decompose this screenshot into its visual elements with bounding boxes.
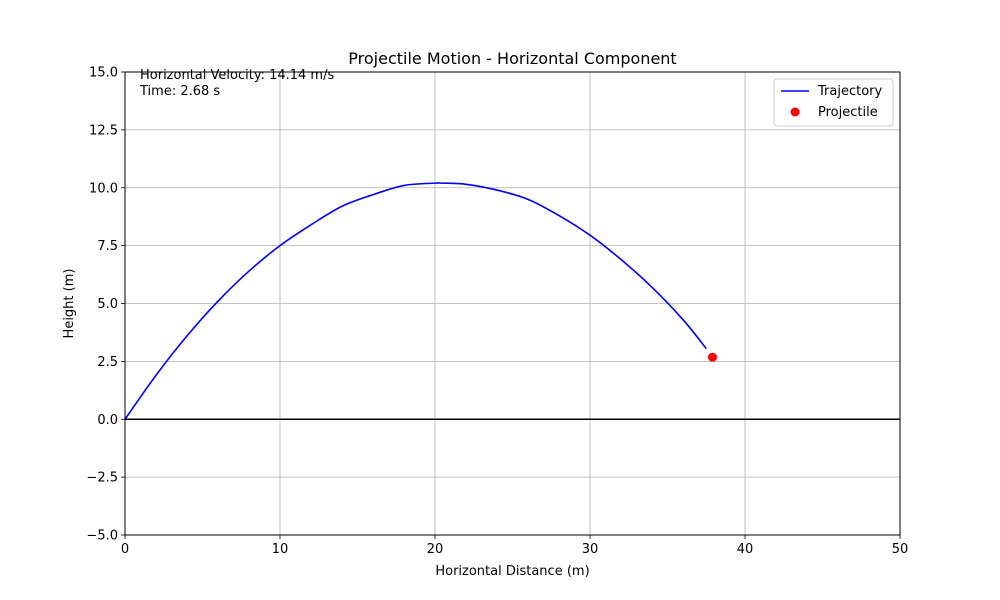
- velocity-annotation: Horizontal Velocity: 14.14 m/s: [140, 68, 334, 83]
- y-tick-label: 12.5: [89, 123, 118, 138]
- y-tick-label: 15.0: [89, 66, 118, 81]
- y-tick-label: 0.0: [97, 413, 118, 428]
- x-tick-label: 30: [582, 542, 599, 557]
- x-tick-label: 20: [427, 542, 444, 557]
- x-tick-label: 0: [121, 542, 129, 557]
- time-annotation: Time: 2.68 s: [139, 84, 220, 99]
- series-line-trajectory: [124, 182, 707, 420]
- y-tick-label: −5.0: [86, 529, 118, 544]
- y-tick-label: 2.5: [97, 355, 118, 370]
- y-tick-label: 5.0: [97, 297, 118, 312]
- y-tick-label: −2.5: [86, 471, 118, 486]
- y-tick-label: 10.0: [89, 181, 118, 196]
- x-axis-label: Horizontal Distance (m): [435, 564, 589, 579]
- y-axis-label: Height (m): [62, 269, 77, 339]
- projectile-points: [707, 352, 717, 362]
- x-tick-label: 50: [892, 542, 909, 557]
- chart-title: Projectile Motion - Horizontal Component: [348, 49, 676, 68]
- axis-ticks: 0 10 20 30 40 50 −5.0 −2.5 0.0 2.5 5.0 7.5 10.0 12.5 1…: [86, 66, 908, 558]
- legend-trajectory-label: Trajectory: [817, 84, 882, 99]
- legend: Trajectory Projectile: [773, 78, 894, 127]
- legend-projectile-label: Projectile: [818, 105, 878, 120]
- legend-projectile-swatch: [790, 107, 800, 117]
- x-tick-label: 10: [272, 542, 289, 557]
- y-tick-label: 7.5: [97, 239, 118, 254]
- projectile-point: [707, 352, 717, 362]
- x-tick-label: 40: [737, 542, 754, 557]
